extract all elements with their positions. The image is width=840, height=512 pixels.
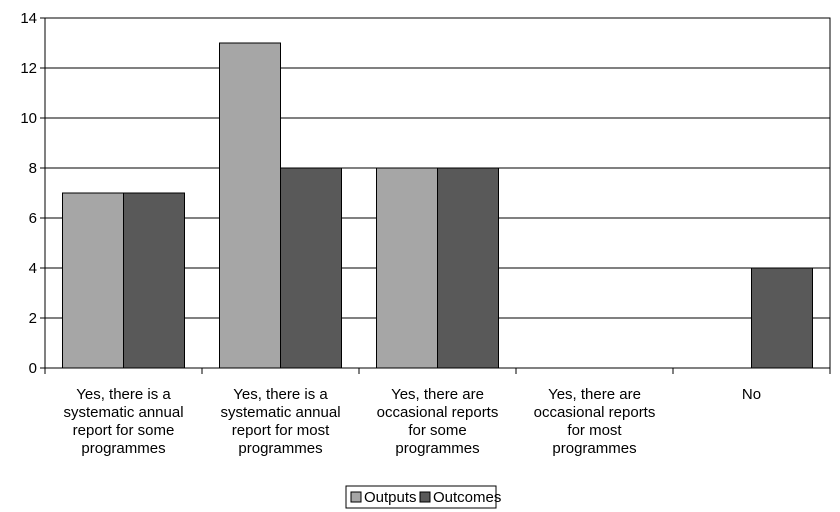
x-tick-label: Yes, there is a systematic annual report f… bbox=[63, 386, 183, 457]
x-tick-label: Yes, there are occasional reports for most… bbox=[534, 386, 656, 457]
legend-label-outcomes: Outcomes bbox=[433, 489, 501, 506]
y-axis: 0 2 4 6 8 10 12 14 bbox=[20, 10, 46, 377]
x-tick-label: No bbox=[742, 386, 761, 403]
x-tick-label: Yes, there is a systematic annual report f… bbox=[220, 386, 340, 457]
bar-outputs-0 bbox=[62, 192, 124, 369]
x-axis: Yes, there is a systematic annual report f… bbox=[44, 367, 831, 457]
bars bbox=[62, 42, 813, 369]
bar-outputs-1 bbox=[219, 42, 281, 369]
y-tick-label: 8 bbox=[29, 160, 37, 177]
x-tick-label: Yes, there are occasional reports for some… bbox=[377, 386, 499, 457]
bar-outcomes-2 bbox=[437, 167, 499, 369]
y-tick-label: 0 bbox=[29, 360, 37, 377]
legend: Outputs Outcomes bbox=[345, 485, 501, 509]
bar-outcomes-1 bbox=[280, 167, 342, 369]
legend-swatch-outputs bbox=[350, 491, 362, 503]
y-tick-label: 12 bbox=[20, 60, 37, 77]
legend-swatch-outcomes bbox=[419, 491, 431, 503]
bar-outcomes-4 bbox=[751, 267, 813, 369]
y-tick-label: 4 bbox=[29, 260, 37, 277]
bar-outcomes-0 bbox=[123, 192, 185, 369]
bar-outputs-2 bbox=[376, 167, 438, 369]
legend-label-outputs: Outputs bbox=[364, 489, 417, 506]
y-tick-label: 14 bbox=[20, 10, 37, 27]
y-tick-label: 6 bbox=[29, 210, 37, 227]
y-tick-label: 10 bbox=[20, 110, 37, 127]
y-tick-label: 2 bbox=[29, 310, 37, 327]
